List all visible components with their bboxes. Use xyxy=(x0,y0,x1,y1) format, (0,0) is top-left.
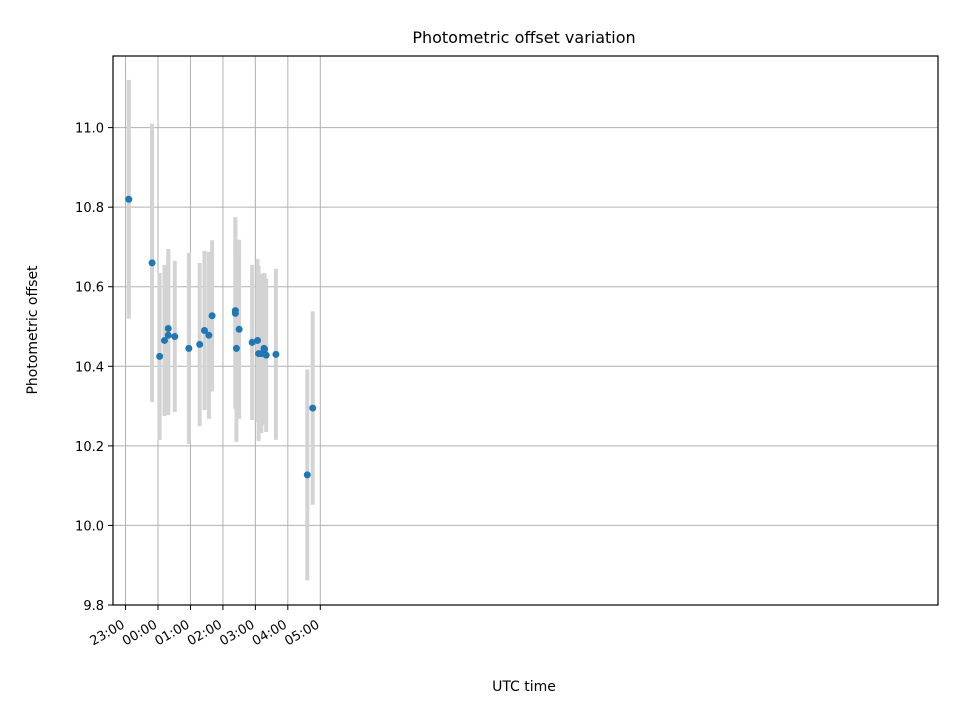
data-point xyxy=(201,327,209,334)
x-tick-label: 01:00 xyxy=(153,617,193,649)
y-tick-label: 10.0 xyxy=(75,519,104,534)
plot-frame xyxy=(112,55,939,606)
data-point xyxy=(272,350,280,358)
y-tick-label: 10.8 xyxy=(75,201,104,216)
data-point xyxy=(232,344,240,352)
y-tick-label: 10.6 xyxy=(75,281,104,296)
x-tick-label: 00:00 xyxy=(120,617,160,649)
y-tick-label: 9.8 xyxy=(83,599,104,614)
x-tick-label: 23:00 xyxy=(88,617,128,649)
x-tick-label: 05:00 xyxy=(282,617,322,649)
x-tick-label: 02:00 xyxy=(185,617,225,649)
x-axis-label: UTC time xyxy=(492,679,556,695)
data-point xyxy=(262,351,270,359)
data-point xyxy=(185,344,193,352)
x-tick-label: 04:00 xyxy=(250,617,290,649)
point-layer xyxy=(125,195,317,479)
data-point xyxy=(208,312,216,320)
data-point xyxy=(235,325,243,333)
y-tick-label: 10.2 xyxy=(75,440,104,455)
data-point xyxy=(148,259,156,267)
data-point xyxy=(156,352,164,360)
data-point xyxy=(248,338,256,346)
data-point xyxy=(205,331,213,339)
y-tick-label: 11.0 xyxy=(75,122,104,137)
data-point xyxy=(261,345,269,353)
data-point xyxy=(125,195,133,203)
data-point xyxy=(160,336,168,344)
data-point xyxy=(303,471,311,479)
errorbar-layer xyxy=(126,79,315,581)
data-point xyxy=(164,325,172,333)
x-tick-label: 03:00 xyxy=(217,617,257,649)
data-point xyxy=(171,332,179,340)
data-point xyxy=(254,336,262,344)
y-tick-label: 10.4 xyxy=(75,360,104,375)
data-point xyxy=(309,404,317,412)
y-axis-label: Photometric offset xyxy=(25,265,41,395)
chart-title: Photometric offset variation xyxy=(412,28,635,47)
data-point xyxy=(164,331,172,339)
data-point xyxy=(196,340,204,348)
data-point xyxy=(231,309,239,317)
